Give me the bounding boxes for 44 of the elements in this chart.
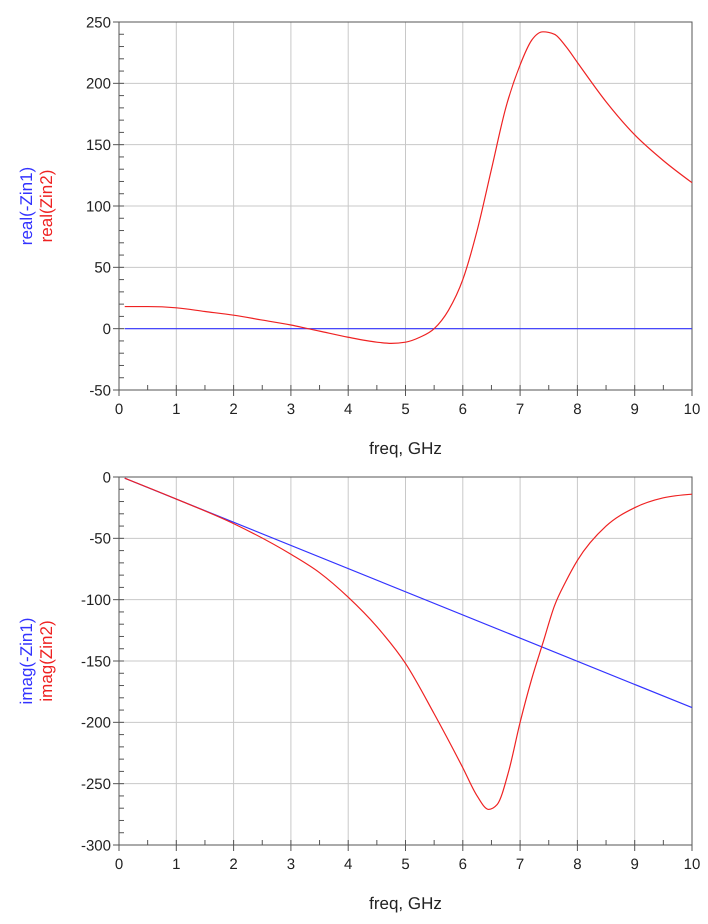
text: imag(Zin2): [37, 620, 56, 702]
y-tick-label: 50: [94, 260, 111, 277]
y-tick-label: 150: [86, 136, 111, 154]
y-tick-label: 0: [102, 320, 111, 338]
y-tick-label: -200: [80, 714, 111, 732]
y-tick-label: -150: [80, 653, 111, 670]
y-tick-label: 200: [86, 76, 111, 93]
x-tick-label: 5: [401, 856, 410, 873]
x-axis-title: freq, GHz: [369, 439, 442, 458]
x-tick-label: 5: [401, 401, 410, 418]
x-tick-label: 7: [516, 856, 524, 873]
x-tick-label: 10: [684, 401, 700, 418]
x-tick-label: 0: [114, 401, 124, 418]
x-tick-label: 2: [229, 856, 238, 873]
x-tick-label: 1: [172, 401, 180, 418]
x-tick-label: 4: [344, 401, 352, 418]
y-tick-label: -50: [89, 530, 111, 548]
text: real(Zin2): [37, 170, 56, 242]
y-tick-label: -50: [89, 382, 111, 400]
y-tick-label: -100: [80, 592, 111, 609]
text: real(-Zin1): [17, 166, 36, 246]
x-tick-label: 3: [286, 856, 296, 873]
x-tick-label: 9: [630, 401, 639, 418]
line-series: [124, 31, 693, 344]
x-tick-label: 7: [516, 401, 524, 418]
x-tick-label: 6: [458, 856, 467, 873]
x-tick-label: 10: [684, 856, 700, 873]
x-axis-title: freq, GHz: [369, 894, 442, 913]
text: imag(-Zin1): [17, 618, 36, 704]
line-series: [124, 478, 693, 810]
x-tick-label: 2: [229, 401, 238, 418]
x-tick-label: 8: [573, 401, 582, 418]
y-tick-label: 100: [86, 198, 111, 216]
y-tick-label: 0: [102, 469, 111, 486]
x-tick-label: 0: [114, 856, 124, 873]
y-tick-label: 250: [86, 14, 111, 32]
x-tick-label: 4: [344, 856, 352, 873]
y-tick-label: -300: [80, 837, 111, 854]
x-tick-label: 3: [286, 401, 296, 418]
x-tick-label: 1: [172, 856, 180, 873]
x-tick-label: 9: [630, 856, 639, 873]
y-tick-label: -250: [80, 776, 111, 793]
x-tick-label: 8: [573, 856, 582, 873]
x-tick-label: 6: [458, 401, 467, 418]
